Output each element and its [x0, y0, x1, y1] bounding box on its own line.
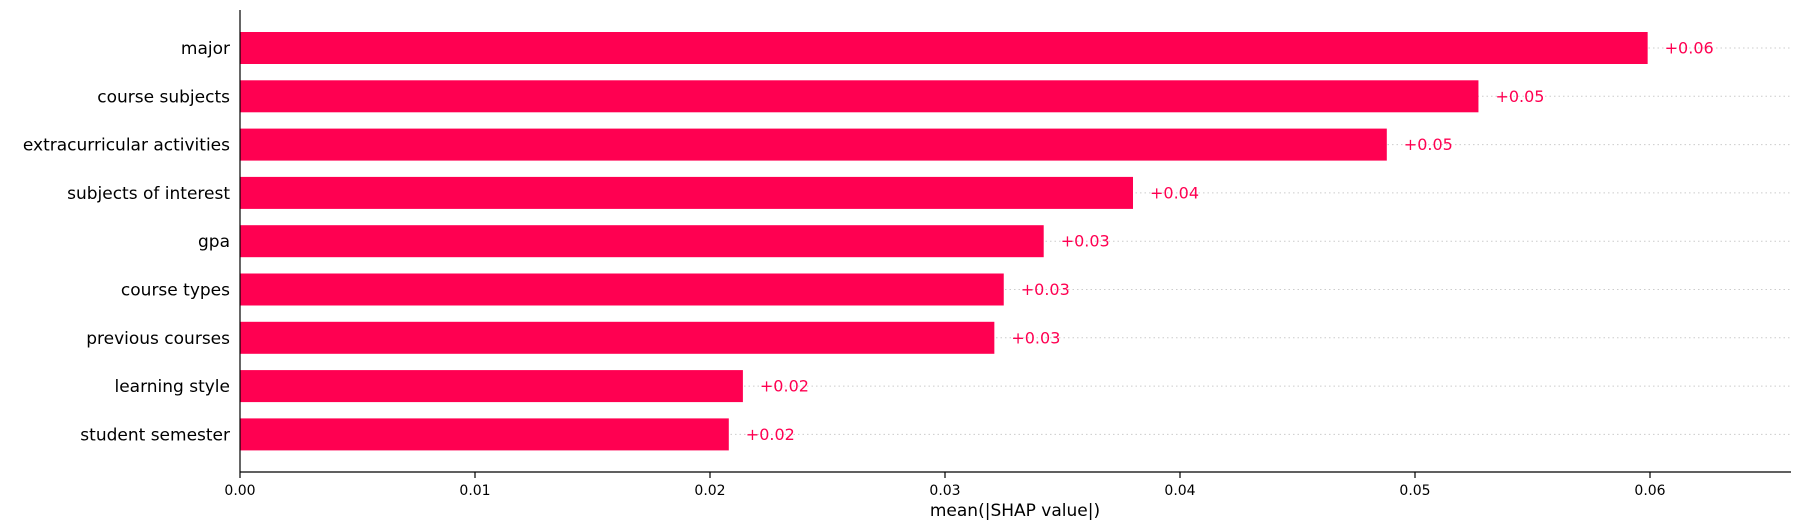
value-label: +0.02	[760, 377, 809, 396]
axes	[239, 10, 1791, 473]
value-label: +0.03	[1011, 328, 1060, 347]
value-label: +0.03	[1021, 280, 1070, 299]
x-tick-label: 0.06	[1634, 483, 1665, 499]
x-axis-title: mean(|SHAP value|)	[930, 501, 1100, 521]
category-labels: major course subjects extracurricular acti…	[23, 39, 230, 445]
value-label: +0.04	[1150, 183, 1199, 202]
category-label: major	[181, 39, 230, 59]
bar-course-types	[240, 273, 1004, 306]
x-tick-label: 0.03	[929, 483, 960, 499]
category-label: learning style	[114, 377, 230, 397]
category-label: gpa	[198, 232, 230, 252]
x-tick-label: 0.02	[694, 483, 725, 499]
bar-major	[240, 32, 1648, 64]
value-label: +0.05	[1404, 135, 1453, 154]
bar-subjects-of-interest	[240, 176, 1133, 209]
bar-course-subjects	[240, 80, 1479, 113]
category-label: course types	[121, 281, 230, 301]
value-label: +0.05	[1495, 87, 1544, 106]
x-tick-label: 0.05	[1399, 483, 1430, 499]
category-label: subjects of interest	[67, 184, 230, 204]
x-tick-label: 0.04	[1164, 483, 1195, 499]
category-label: previous courses	[86, 329, 230, 349]
value-label: +0.03	[1061, 232, 1110, 251]
x-ticks: 0.00 0.01 0.02 0.03 0.04 0.05 0.06	[224, 472, 1666, 499]
bar-student-semester	[240, 418, 729, 451]
bar-gpa	[240, 225, 1044, 258]
x-tick-label: 0.01	[459, 483, 490, 499]
bar-extracurricular-activities	[240, 128, 1387, 161]
bars	[240, 32, 1648, 451]
value-label: +0.02	[746, 425, 795, 444]
bar-previous-courses	[240, 321, 995, 354]
value-label: +0.06	[1665, 39, 1714, 58]
category-label: student semester	[80, 425, 230, 445]
category-label: extracurricular activities	[23, 136, 230, 156]
value-labels: +0.06 +0.05 +0.05 +0.04 +0.03 +0.03 +0.03 +0.02…	[746, 39, 1714, 444]
category-label: course subjects	[97, 87, 230, 107]
x-tick-label: 0.00	[224, 483, 255, 499]
bar-learning-style	[240, 370, 743, 403]
